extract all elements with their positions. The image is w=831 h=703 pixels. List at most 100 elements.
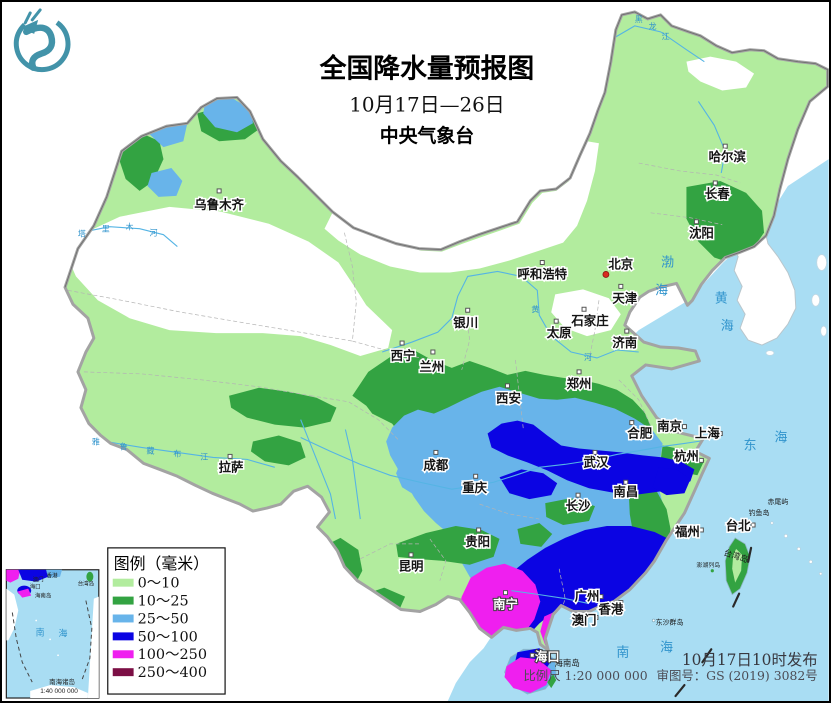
svg-text:龙: 龙 bbox=[649, 21, 657, 31]
svg-text:河: 河 bbox=[584, 352, 592, 362]
city-label: 太原 bbox=[547, 325, 572, 340]
legend-swatch bbox=[112, 650, 134, 659]
svg-text:海: 海 bbox=[59, 627, 68, 639]
city-label: 西安 bbox=[496, 391, 521, 406]
city-label: 贵阳 bbox=[465, 534, 490, 549]
svg-text:海: 海 bbox=[655, 283, 668, 298]
city-dot bbox=[698, 457, 704, 463]
inset-taiwan-label: 台湾岛 bbox=[78, 580, 94, 588]
city-label: 台北 bbox=[726, 518, 751, 533]
svg-text:海: 海 bbox=[721, 319, 734, 334]
city-label: 香港 bbox=[597, 602, 623, 617]
legend-swatch bbox=[112, 614, 134, 623]
city-label: 天津 bbox=[612, 290, 637, 305]
dragon-head bbox=[20, 19, 39, 34]
city-label: 昆明 bbox=[399, 559, 424, 574]
city-label: 北京 bbox=[608, 256, 633, 271]
city-dot bbox=[592, 449, 598, 455]
cma-logo bbox=[13, 8, 71, 73]
inset-dash-line bbox=[11, 600, 93, 683]
svg-text:藏: 藏 bbox=[147, 445, 155, 455]
map-title: 全国降水量预报图 bbox=[319, 53, 535, 85]
city-dot bbox=[598, 594, 604, 600]
bohai-label: 渤 bbox=[661, 254, 674, 270]
city-dot bbox=[476, 527, 482, 533]
legend: 图例（毫米） 0～10 10～25 25～50 50～100 100～250 2… bbox=[107, 547, 226, 695]
inset-scale: 1:40 000 000 bbox=[40, 688, 78, 695]
city-dot bbox=[553, 318, 559, 324]
city-labels: 乌鲁木齐 哈尔滨 长春 沈阳 北京 天津 呼和浩特 银川 太原 石家庄 济南 西… bbox=[193, 148, 753, 666]
inset-hainan-label: 海南岛 bbox=[35, 592, 51, 600]
legend-swatch bbox=[112, 596, 134, 605]
sea-labels: 渤 海 黄 海 东 海 南 海 bbox=[616, 254, 787, 660]
huanghai-label: 黄 bbox=[715, 291, 728, 306]
china-border-line bbox=[64, 11, 829, 288]
city-label: 重庆 bbox=[462, 480, 487, 495]
city-dot bbox=[433, 449, 439, 455]
city-label: 上海 bbox=[695, 426, 720, 441]
donghai-label: 东 bbox=[744, 438, 757, 453]
legend-label: 250～400 bbox=[138, 665, 207, 681]
legend-swatch bbox=[112, 632, 134, 641]
city-dot bbox=[576, 369, 582, 375]
nanhai-label: 南 bbox=[616, 644, 629, 660]
province-borders bbox=[67, 162, 741, 625]
city-label: 乌鲁木齐 bbox=[194, 197, 244, 212]
city-label: 福州 bbox=[674, 524, 700, 539]
city-dot bbox=[717, 431, 723, 437]
city-dot bbox=[529, 652, 535, 658]
city-label: 成都 bbox=[423, 457, 448, 472]
dongsha-label: 东沙群岛 bbox=[656, 617, 684, 626]
inset-haikou-label: 海口 bbox=[30, 583, 41, 591]
map-scale: 比例尺 1:20 000 000 bbox=[523, 668, 647, 683]
city-dot bbox=[593, 614, 599, 620]
city-label: 石家庄 bbox=[570, 313, 609, 328]
hainan-island-label: 海南岛 bbox=[554, 658, 579, 668]
city-dot bbox=[575, 492, 581, 498]
inset-south-coast bbox=[30, 685, 88, 699]
city-dot bbox=[618, 600, 624, 606]
svg-text:里: 里 bbox=[102, 225, 110, 234]
city-label: 南昌 bbox=[613, 484, 638, 499]
capital-dot-beijing bbox=[602, 271, 610, 278]
tarim-river-label: 塔 bbox=[78, 229, 86, 239]
svg-text:木: 木 bbox=[126, 222, 134, 232]
city-dot bbox=[216, 188, 222, 194]
approval-number: 审图号：GS (2019) 3082号 bbox=[657, 668, 818, 683]
city-label: 西宁 bbox=[391, 348, 416, 363]
footer: 10月17日10时发布 比例尺 1:20 000 000 审图号：GS (201… bbox=[523, 651, 817, 683]
city-label: 长沙 bbox=[566, 498, 591, 513]
city-dot bbox=[722, 143, 728, 149]
city-dot bbox=[750, 522, 756, 528]
rivers bbox=[79, 25, 726, 605]
legend-label: 25～50 bbox=[138, 611, 189, 627]
inset-macau-label: 澳门 bbox=[33, 576, 44, 584]
city-label: 拉萨 bbox=[219, 459, 244, 474]
city-dot bbox=[698, 527, 704, 533]
city-dot bbox=[681, 424, 687, 430]
svg-text:海: 海 bbox=[774, 430, 787, 445]
city-dot bbox=[693, 219, 699, 225]
svg-text:布: 布 bbox=[173, 448, 181, 458]
yarlung-river-label: 雅 bbox=[92, 436, 100, 446]
hainan-island bbox=[504, 648, 557, 695]
svg-text:海: 海 bbox=[660, 640, 673, 655]
city-label: 沈阳 bbox=[689, 226, 714, 241]
city-label: 郑州 bbox=[567, 376, 592, 391]
legend-title: 图例（毫米） bbox=[114, 554, 209, 573]
chiwei-label: 赤尾屿 bbox=[767, 497, 788, 506]
city-label: 济南 bbox=[612, 335, 637, 350]
inset-islands-title: 南海诸岛 bbox=[49, 677, 75, 686]
diaoyu-label: 钓鱼岛 bbox=[749, 508, 770, 517]
city-dot bbox=[539, 260, 545, 265]
inset-taiwan bbox=[86, 571, 94, 582]
city-dot bbox=[618, 283, 624, 289]
dongsha-island-dot bbox=[651, 618, 656, 623]
city-dot bbox=[227, 453, 233, 459]
legend-swatch bbox=[112, 578, 134, 587]
city-dot bbox=[399, 340, 405, 346]
city-dot bbox=[408, 552, 414, 558]
legend-label: 0～10 bbox=[138, 576, 180, 592]
city-dot bbox=[504, 383, 510, 389]
